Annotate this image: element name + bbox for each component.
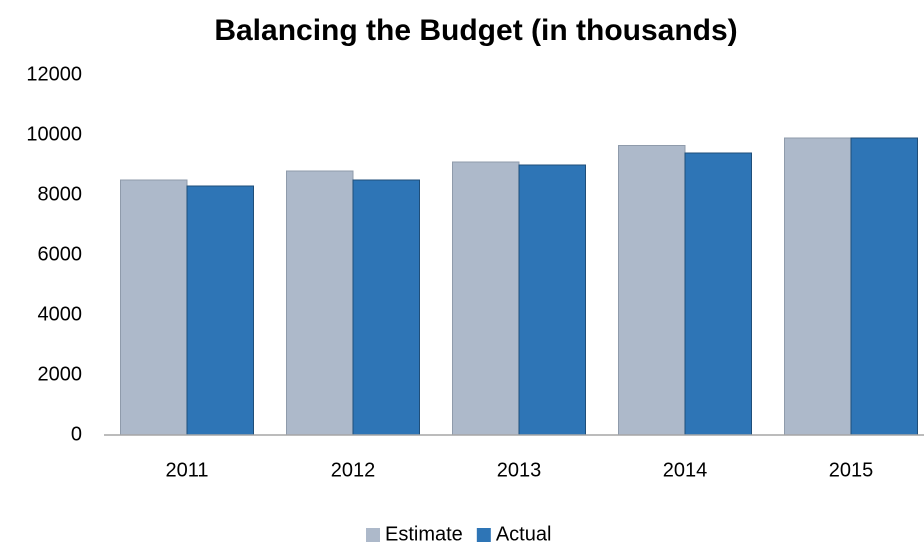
bar	[784, 137, 852, 436]
x-tick-label: 2012	[331, 459, 376, 481]
y-tick-label: 4000	[38, 303, 83, 325]
y-tick-label: 6000	[38, 243, 83, 265]
bar	[286, 170, 354, 436]
legend-swatch	[366, 528, 380, 542]
x-tick-label: 2013	[497, 459, 542, 481]
x-tick-label: 2011	[165, 459, 208, 481]
bar	[452, 161, 520, 436]
bar	[618, 145, 686, 436]
bar	[120, 179, 188, 436]
x-tick-label: 2014	[663, 459, 708, 481]
legend-swatch	[476, 528, 491, 542]
bar	[352, 179, 420, 436]
y-tick-label: 2000	[38, 363, 83, 385]
y-tick-label: 12000	[26, 63, 82, 85]
bar	[850, 137, 918, 436]
bar	[186, 185, 254, 436]
chart-title: Balancing the Budget (in thousands)	[214, 14, 737, 47]
y-tick-label: 0	[71, 423, 82, 445]
bar	[684, 152, 752, 436]
y-tick-label: 10000	[26, 123, 82, 145]
legend-label: Actual	[496, 523, 552, 545]
legend-label: Estimate	[385, 523, 463, 545]
bar	[518, 164, 586, 436]
x-tick-label: 2015	[829, 459, 874, 481]
y-tick-label: 8000	[38, 183, 83, 205]
